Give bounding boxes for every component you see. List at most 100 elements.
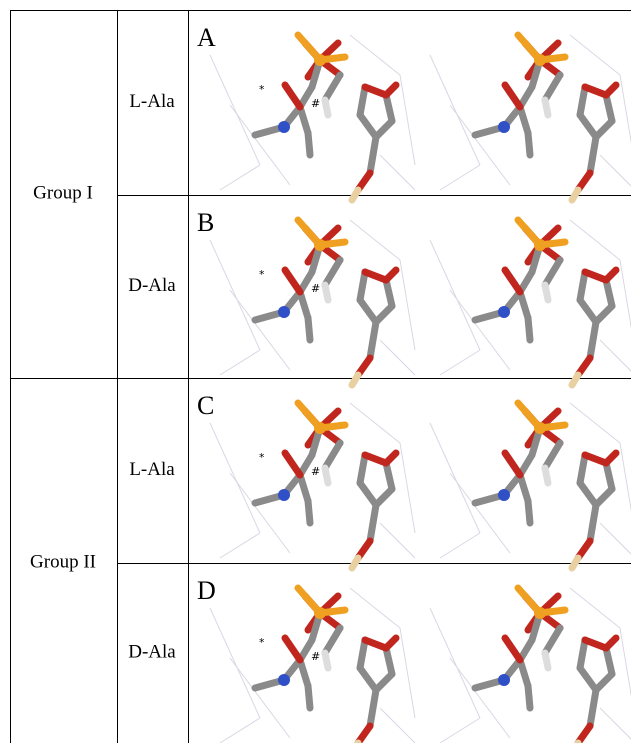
background-bond [440, 718, 480, 743]
background-bond [620, 628, 631, 718]
stick-bond [386, 95, 392, 121]
stick-bond [360, 115, 376, 137]
background-bond [600, 155, 631, 190]
molecule-render [210, 220, 415, 385]
stick-bond [545, 443, 560, 468]
background-bond [220, 718, 260, 743]
star-marker: * [259, 451, 265, 464]
background-bond [400, 443, 415, 533]
stick-bond [360, 455, 365, 483]
stick-bond [606, 280, 612, 306]
stick-bond [580, 455, 585, 483]
stick-bond [606, 270, 616, 280]
hash-marker: # [311, 282, 320, 295]
background-bond [600, 340, 631, 375]
phosphorus-atom [534, 54, 546, 66]
group-label: Group II [30, 551, 96, 572]
stick-bond [325, 443, 340, 468]
panel-letter: A [197, 23, 216, 52]
stick-bond [520, 107, 528, 133]
stick-bond [285, 453, 300, 475]
hash-marker: # [311, 465, 320, 478]
background-bond [570, 220, 620, 260]
background-bond [230, 658, 290, 738]
background-bond [450, 105, 510, 185]
stick-bond [360, 640, 365, 668]
ligand-label: L-Ala [129, 91, 175, 112]
stick-bond [580, 640, 585, 668]
panel-letter: B [197, 208, 214, 237]
molecule-render [430, 403, 631, 568]
background-bond [570, 403, 620, 443]
stick-bond [505, 270, 520, 292]
background-bond [620, 260, 631, 350]
background-bond [570, 35, 620, 75]
background-bond [210, 240, 260, 350]
stick-bond [505, 638, 520, 660]
phosphorus-atom [314, 54, 326, 66]
stick-bond [386, 453, 396, 463]
phosphorus-atom [534, 422, 546, 434]
background-bond [230, 473, 290, 553]
stick-bond [300, 292, 308, 318]
background-bond [350, 588, 400, 628]
stick-bond [352, 375, 358, 385]
phosphorus-atom [314, 422, 326, 434]
stick-bond [505, 85, 520, 107]
molecule-render [210, 588, 415, 743]
stick-bond [505, 453, 520, 475]
star-marker: * [259, 268, 265, 281]
stick-bond [606, 95, 612, 121]
nitrogen-atom [278, 121, 290, 133]
figure-table: Group IL-AlaA*#D-AlaB*#Group IIL-AlaC*#D… [0, 0, 631, 743]
stick-bond [308, 133, 310, 155]
stick-bond [545, 653, 548, 668]
panel-letter: C [197, 391, 214, 420]
stick-bond [520, 292, 528, 318]
molecule-render [210, 403, 415, 568]
phosphorus-atom [314, 239, 326, 251]
background-bond [430, 608, 480, 718]
background-bond [380, 155, 415, 190]
ligand-label: L-Ala [129, 459, 175, 480]
stick-bond [580, 483, 596, 505]
background-bond [220, 533, 260, 558]
stick-bond [300, 475, 308, 501]
nitrogen-atom [498, 306, 510, 318]
stick-bond [325, 260, 340, 285]
background-bond [600, 708, 631, 743]
background-bond [210, 55, 260, 165]
stick-bond [386, 85, 396, 95]
stick-bond [308, 318, 310, 340]
background-bond [450, 658, 510, 738]
stick-bond [352, 190, 358, 200]
stick-bond [370, 322, 376, 358]
stick-bond [325, 100, 328, 115]
nitrogen-atom [498, 674, 510, 686]
background-bond [230, 105, 290, 185]
molecule-render [430, 35, 631, 200]
stick-bond [386, 270, 396, 280]
stick-bond [590, 505, 596, 541]
background-bond [210, 608, 260, 718]
stick-bond [325, 628, 340, 653]
stick-bond [528, 133, 530, 155]
stick-bond [520, 660, 528, 686]
stick-bond [590, 137, 596, 173]
stick-bond [606, 85, 616, 95]
background-bond [210, 423, 260, 533]
stick-bond [308, 686, 310, 708]
nitrogen-atom [498, 489, 510, 501]
stick-bond [528, 501, 530, 523]
stick-bond [300, 107, 308, 133]
stick-bond [386, 463, 392, 489]
stick-bond [360, 272, 365, 300]
background-bond [220, 165, 260, 190]
background-bond [430, 423, 480, 533]
stick-bond [572, 375, 578, 385]
stick-bond [370, 137, 376, 173]
stick-bond [325, 468, 328, 483]
stick-bond [606, 463, 612, 489]
stick-bond [285, 85, 300, 107]
nitrogen-atom [278, 674, 290, 686]
